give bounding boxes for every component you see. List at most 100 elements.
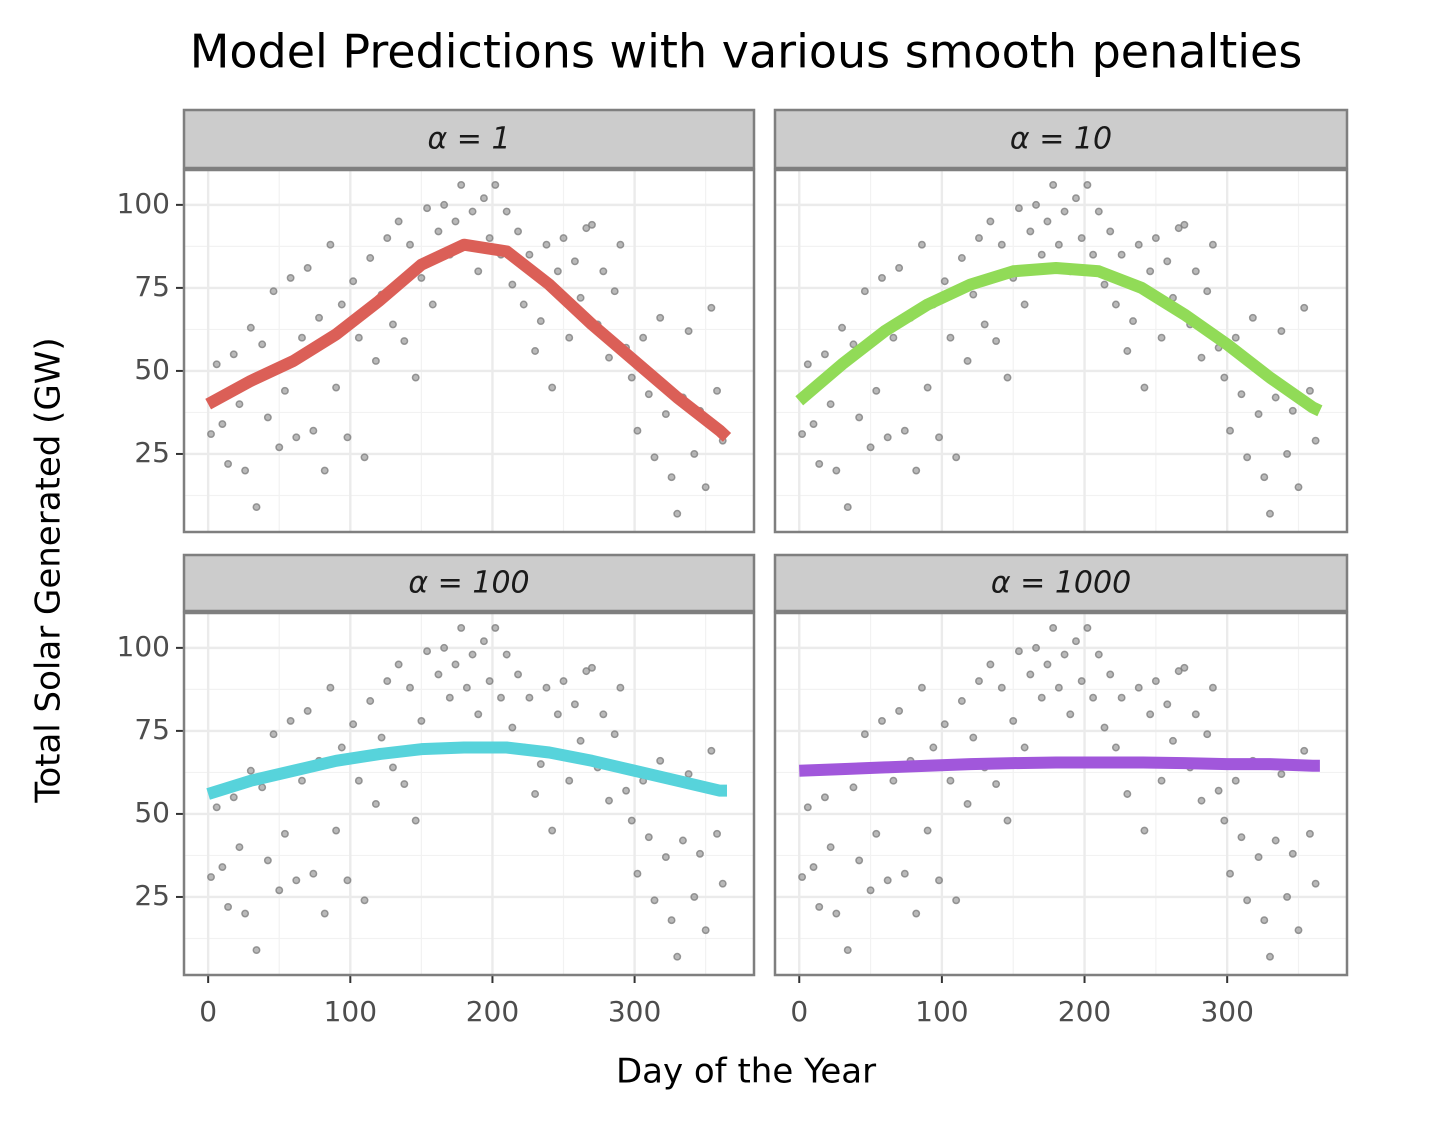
data-point <box>992 337 1001 345</box>
data-point <box>218 863 227 872</box>
data-point <box>525 250 534 259</box>
data-point <box>1220 816 1229 825</box>
data-point <box>1260 916 1269 925</box>
data-point <box>1237 833 1246 842</box>
data-point <box>343 433 352 442</box>
data-point <box>531 790 540 798</box>
data-point <box>320 909 329 918</box>
x-tick-label: 300 <box>1200 995 1253 1028</box>
data-point <box>696 849 704 858</box>
data-point <box>354 333 363 342</box>
data-point <box>553 267 562 276</box>
data-point <box>536 317 545 326</box>
data-point <box>531 347 540 355</box>
data-point <box>258 783 267 792</box>
data-point <box>957 254 966 262</box>
data-point <box>224 902 233 911</box>
data-point <box>820 793 829 802</box>
data-point <box>468 207 477 216</box>
data-point <box>411 373 420 382</box>
data-point <box>286 716 295 725</box>
data-point <box>872 386 881 395</box>
data-point <box>406 240 414 249</box>
data-point <box>946 333 955 342</box>
data-point <box>292 876 301 885</box>
data-point <box>570 700 579 709</box>
data-point <box>474 710 483 719</box>
panel-border <box>773 168 1349 534</box>
data-point <box>343 876 352 885</box>
data-point <box>1106 227 1115 236</box>
data-point <box>337 743 346 752</box>
data-point <box>229 793 238 802</box>
data-point <box>690 450 699 458</box>
data-point <box>1157 776 1166 785</box>
data-point <box>1294 926 1303 935</box>
data-point <box>252 946 261 955</box>
data-point <box>434 670 443 679</box>
data-point <box>519 300 528 309</box>
strip-label: α = 1 <box>427 122 510 157</box>
data-point <box>1083 623 1092 632</box>
smooth-line <box>206 741 727 800</box>
data-point <box>1214 786 1223 795</box>
data-point <box>1117 250 1126 259</box>
data-point <box>332 383 341 392</box>
data-point <box>462 683 471 692</box>
data-point <box>315 313 323 322</box>
data-point <box>1231 776 1240 785</box>
data-point <box>1271 836 1280 845</box>
data-point <box>565 333 574 342</box>
data-point <box>1043 660 1052 669</box>
data-point <box>855 413 864 422</box>
data-point <box>1208 240 1217 249</box>
data-point <box>207 873 215 881</box>
data-point <box>809 863 818 872</box>
data-point <box>286 273 295 282</box>
data-point <box>326 240 335 249</box>
data-point <box>1094 207 1103 216</box>
data-point <box>309 426 318 435</box>
data-point <box>1277 327 1286 336</box>
data-point <box>1305 829 1314 838</box>
data-point <box>843 946 852 955</box>
data-point <box>684 770 693 779</box>
data-point <box>366 254 375 262</box>
data-point <box>866 443 875 452</box>
data-point <box>497 693 505 702</box>
data-point <box>440 200 449 209</box>
data-point <box>605 353 613 362</box>
data-point <box>212 803 221 812</box>
data-point <box>1129 317 1137 326</box>
data-point <box>1294 483 1303 492</box>
data-point <box>661 853 670 862</box>
data-point <box>1140 383 1149 392</box>
data-point <box>838 323 846 332</box>
data-point <box>1100 280 1109 289</box>
data-point <box>298 776 306 785</box>
data-point <box>707 746 716 755</box>
data-point <box>986 217 995 226</box>
data-point <box>963 357 972 365</box>
data-point <box>684 327 693 336</box>
data-point <box>912 909 921 918</box>
data-point <box>1072 637 1080 646</box>
data-point <box>241 909 250 918</box>
data-point <box>389 320 397 329</box>
x-tick-label: 200 <box>466 995 519 1028</box>
data-point <box>1174 224 1183 233</box>
data-point <box>815 902 824 911</box>
data-point <box>1106 670 1115 679</box>
data-point <box>963 800 972 808</box>
y-tick-label: 75 <box>134 713 170 746</box>
smooth-line <box>799 756 1320 777</box>
data-point <box>1032 200 1040 209</box>
data-point <box>599 267 608 276</box>
y-tick-label: 100 <box>117 187 170 220</box>
data-point <box>1014 647 1023 656</box>
data-point <box>815 459 824 468</box>
strip-label: α = 1000 <box>991 566 1131 601</box>
data-point <box>337 300 346 309</box>
data-point <box>394 217 403 226</box>
data-point <box>809 420 818 429</box>
